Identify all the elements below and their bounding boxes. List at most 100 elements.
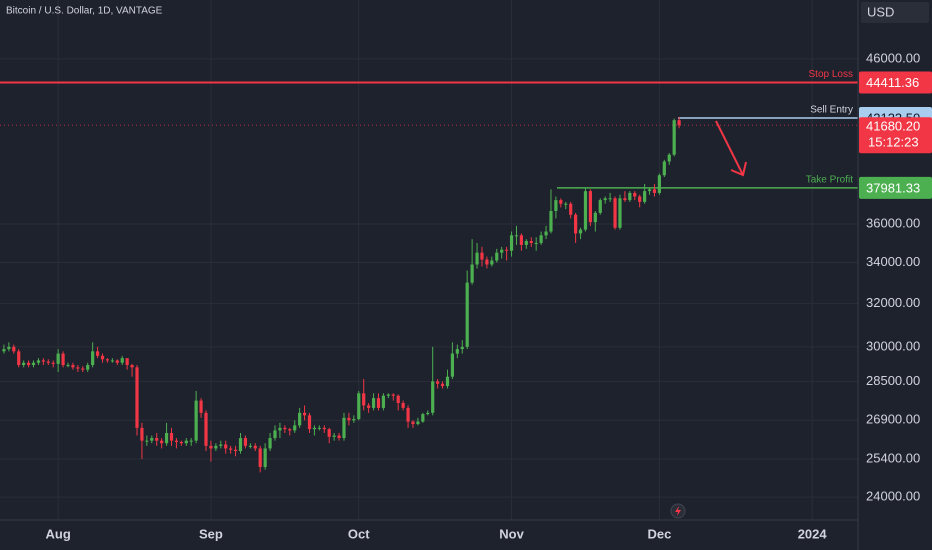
candle-body — [110, 360, 114, 362]
candle-body — [283, 427, 287, 430]
candle-body — [376, 398, 381, 408]
candle-body — [574, 214, 578, 234]
candle-body — [337, 435, 341, 439]
candle-body — [677, 120, 681, 126]
candle-body — [509, 235, 514, 251]
candle-body — [120, 358, 124, 363]
candle-body — [322, 427, 326, 430]
y-tick-label: 28500.00 — [866, 373, 920, 388]
candle-body — [317, 427, 321, 429]
countdown: 15:12:23 — [868, 135, 919, 150]
candle-body — [219, 444, 223, 446]
candle-body — [248, 445, 252, 447]
candle-body — [588, 191, 592, 223]
candle-body — [86, 365, 90, 370]
y-tick-label: 32000.00 — [866, 295, 920, 310]
candle-body — [559, 200, 563, 204]
y-tick-label: 36000.00 — [866, 215, 920, 230]
candle-body — [174, 440, 179, 442]
candle-body — [362, 393, 366, 406]
candle-body — [288, 429, 292, 431]
candle-body — [529, 241, 533, 243]
candle-body — [51, 362, 55, 364]
candle-body — [386, 394, 390, 396]
candle-body — [436, 381, 440, 384]
candle-body — [312, 427, 317, 430]
candle-body — [169, 432, 174, 441]
level-name: Stop Loss — [809, 69, 853, 80]
candle-body — [485, 259, 489, 265]
y-tick-label: 30000.00 — [866, 338, 920, 353]
y-tick-label: 25400.00 — [866, 450, 920, 465]
candle-body — [367, 405, 371, 408]
candle-body — [268, 438, 272, 449]
candle-body — [544, 231, 548, 236]
candle-body — [17, 351, 21, 366]
candle-body — [332, 435, 336, 437]
candle-body — [41, 360, 45, 362]
candle-body — [554, 200, 558, 212]
candle-body — [470, 264, 474, 283]
chart-title: Bitcoin / U.S. Dollar, 1D, VANTAGE — [6, 6, 163, 17]
candle-body — [578, 229, 583, 234]
candle-body — [643, 191, 647, 202]
candle-body — [7, 346, 11, 350]
candle-body — [347, 417, 351, 421]
currency-box[interactable] — [861, 2, 929, 23]
candle-body — [145, 440, 149, 442]
candle-body — [105, 359, 110, 361]
candle-body — [71, 365, 75, 368]
arrow-shaft — [715, 120, 744, 176]
candle-body — [465, 282, 469, 347]
candle-body — [130, 365, 134, 368]
last-price-badge — [859, 117, 932, 154]
candle-body — [233, 449, 238, 452]
candle-body — [76, 367, 80, 369]
candle-body — [416, 421, 420, 425]
candle-body — [327, 429, 331, 437]
candle-body — [263, 448, 267, 467]
arrow-head — [730, 161, 747, 177]
candle-body — [613, 198, 617, 228]
candle-body — [214, 445, 218, 449]
candle-body — [539, 235, 543, 243]
candle-body — [273, 430, 277, 439]
candle-body — [135, 367, 139, 428]
candle-body — [401, 403, 405, 408]
candle-body — [125, 358, 129, 366]
x-tick-label: Nov — [499, 526, 524, 541]
candle-body — [81, 368, 85, 370]
candle-body — [160, 440, 164, 444]
candle-body — [46, 361, 50, 363]
candle-body — [298, 412, 302, 426]
candle-body — [440, 383, 445, 387]
candle-body — [115, 360, 119, 363]
candle-body — [278, 427, 282, 431]
candle-body — [583, 191, 588, 230]
y-tick-label: 24000.00 — [866, 489, 920, 504]
level-badge — [859, 176, 932, 199]
candle-body — [179, 441, 183, 444]
candle-body — [638, 196, 642, 202]
candle-body — [495, 252, 499, 261]
candle-body — [66, 365, 70, 367]
level-price: 44411.36 — [866, 75, 919, 90]
candle-body — [628, 192, 632, 201]
x-tick-label: Aug — [46, 526, 71, 541]
candle-body — [411, 421, 415, 425]
candle-body — [243, 438, 248, 446]
sell-arrow — [715, 120, 747, 177]
time-axis — [0, 520, 858, 550]
candle-body — [662, 161, 666, 176]
candle-body — [194, 400, 198, 441]
candle-body — [564, 203, 568, 205]
candle-body — [302, 412, 307, 416]
axis-labels: 24000.00 25400.00 26900.00 28500.00 30000.00… — [46, 50, 921, 541]
candle-body — [598, 200, 602, 213]
candle-body — [406, 407, 410, 422]
candle-body — [238, 438, 243, 452]
candle-body — [209, 445, 213, 449]
candle-body — [603, 198, 607, 201]
grid — [0, 0, 858, 520]
